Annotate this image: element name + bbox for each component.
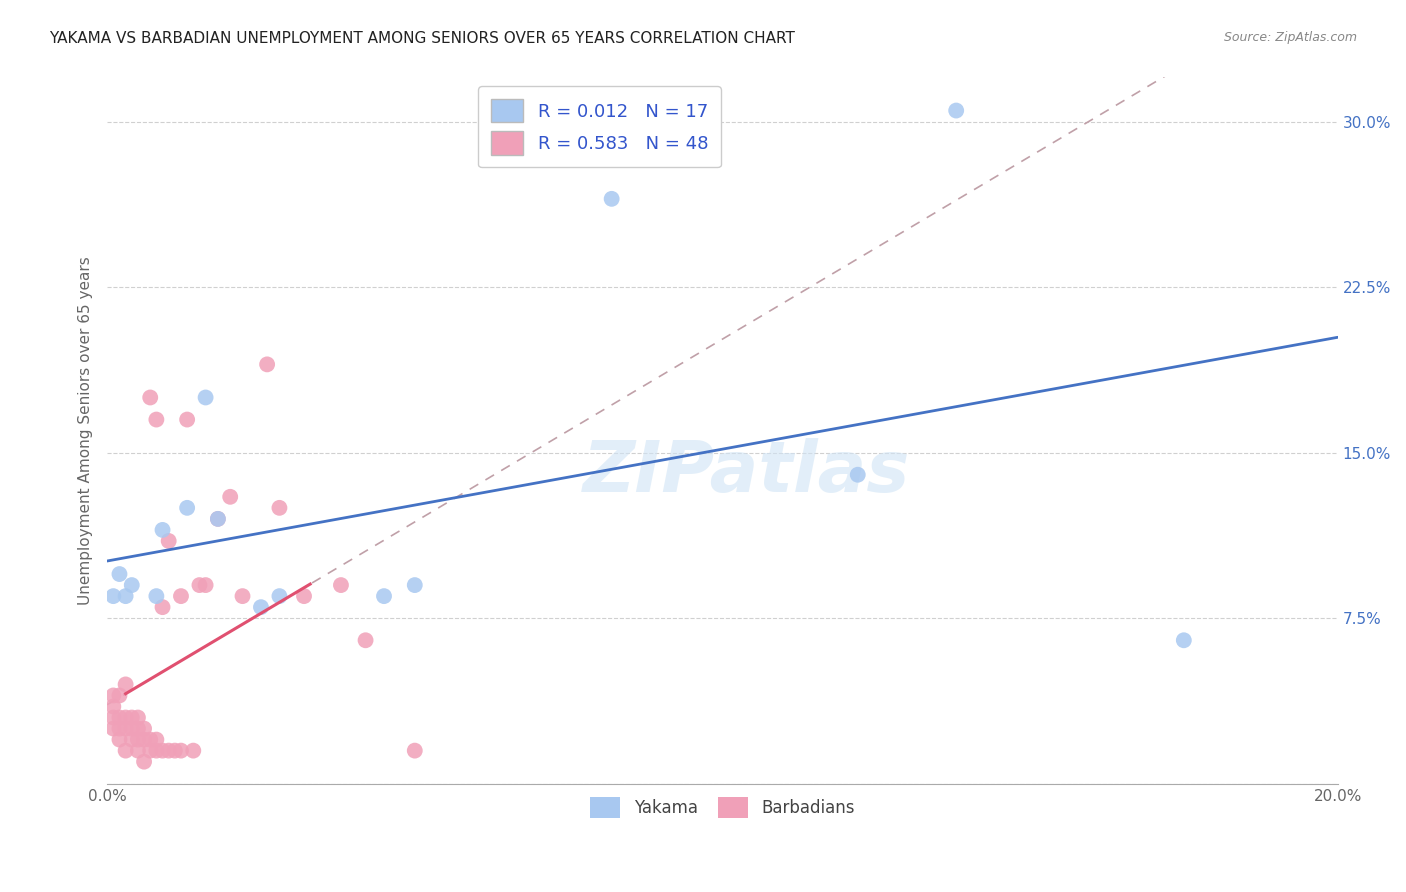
- Point: [354, 633, 377, 648]
- Point: [127, 732, 149, 747]
- Point: [152, 523, 174, 537]
- Point: [114, 589, 136, 603]
- Point: [103, 589, 125, 603]
- Point: [269, 500, 291, 515]
- Point: [194, 578, 217, 592]
- Point: [114, 722, 136, 736]
- Point: [157, 744, 180, 758]
- Point: [207, 512, 229, 526]
- Point: [121, 578, 143, 592]
- Point: [108, 732, 131, 747]
- Point: [139, 744, 162, 758]
- Point: [114, 677, 136, 691]
- Point: [1173, 633, 1195, 648]
- Point: [108, 722, 131, 736]
- Point: [329, 578, 352, 592]
- Legend: Yakama, Barbadians: Yakama, Barbadians: [583, 790, 860, 825]
- Point: [231, 589, 253, 603]
- Point: [250, 600, 273, 615]
- Point: [188, 578, 211, 592]
- Point: [139, 391, 162, 405]
- Point: [103, 722, 125, 736]
- Point: [132, 722, 155, 736]
- Point: [176, 500, 198, 515]
- Point: [163, 744, 186, 758]
- Point: [145, 744, 167, 758]
- Point: [846, 467, 869, 482]
- Point: [121, 722, 143, 736]
- Point: [108, 567, 131, 582]
- Point: [114, 710, 136, 724]
- Point: [127, 722, 149, 736]
- Point: [194, 391, 217, 405]
- Point: [127, 744, 149, 758]
- Point: [132, 755, 155, 769]
- Point: [152, 600, 174, 615]
- Point: [132, 732, 155, 747]
- Point: [292, 589, 315, 603]
- Text: Source: ZipAtlas.com: Source: ZipAtlas.com: [1223, 31, 1357, 45]
- Text: ZIPatlas: ZIPatlas: [583, 439, 911, 508]
- Point: [170, 744, 193, 758]
- Point: [145, 412, 167, 426]
- Point: [114, 744, 136, 758]
- Y-axis label: Unemployment Among Seniors over 65 years: Unemployment Among Seniors over 65 years: [79, 256, 93, 605]
- Point: [269, 589, 291, 603]
- Point: [145, 732, 167, 747]
- Point: [176, 412, 198, 426]
- Point: [108, 689, 131, 703]
- Text: YAKAMA VS BARBADIAN UNEMPLOYMENT AMONG SENIORS OVER 65 YEARS CORRELATION CHART: YAKAMA VS BARBADIAN UNEMPLOYMENT AMONG S…: [49, 31, 794, 46]
- Point: [404, 744, 426, 758]
- Point: [404, 578, 426, 592]
- Point: [103, 710, 125, 724]
- Point: [103, 699, 125, 714]
- Point: [121, 710, 143, 724]
- Point: [108, 710, 131, 724]
- Point: [139, 732, 162, 747]
- Point: [103, 689, 125, 703]
- Point: [157, 533, 180, 548]
- Point: [127, 710, 149, 724]
- Point: [219, 490, 242, 504]
- Point: [181, 744, 204, 758]
- Point: [945, 103, 967, 118]
- Point: [145, 589, 167, 603]
- Point: [256, 357, 278, 371]
- Point: [600, 192, 623, 206]
- Point: [170, 589, 193, 603]
- Point: [121, 732, 143, 747]
- Point: [152, 744, 174, 758]
- Point: [373, 589, 395, 603]
- Point: [207, 512, 229, 526]
